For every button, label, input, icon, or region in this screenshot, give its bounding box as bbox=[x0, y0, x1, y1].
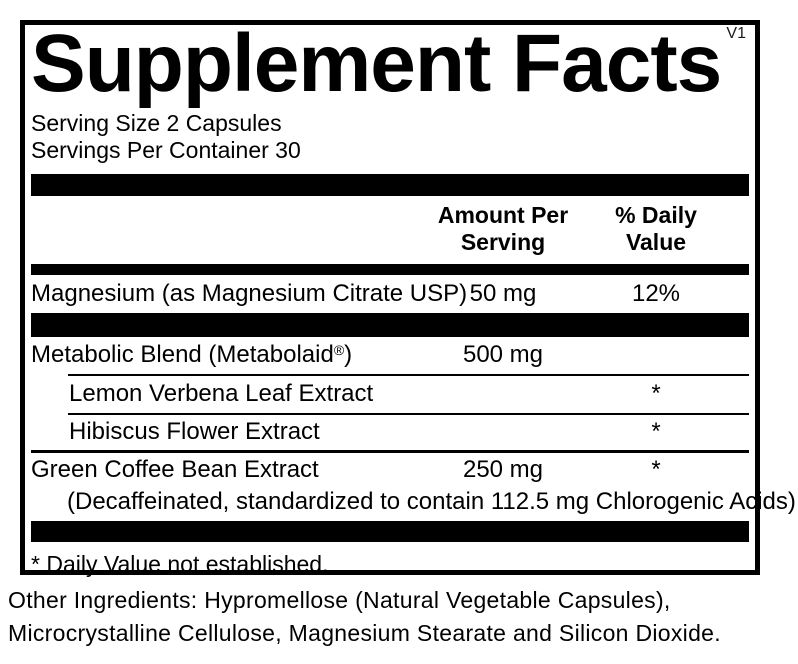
ingredient-daily-value: * bbox=[651, 380, 661, 408]
ingredient-name: Lemon Verbena Leaf Extract bbox=[69, 380, 374, 408]
separator-bar-bottom bbox=[31, 520, 749, 542]
ingredient-row-green-coffee: Green Coffee Bean Extract 250 mg * bbox=[31, 453, 749, 488]
serving-info: Serving Size 2 Capsules Servings Per Con… bbox=[31, 110, 749, 164]
divider-under-metabolic-blend bbox=[68, 373, 749, 376]
servings-per-container: Servings Per Container 30 bbox=[31, 136, 301, 163]
separator-bar-top bbox=[31, 173, 749, 196]
green-coffee-standardization-note: (Decaffeinated, standardized to contain … bbox=[67, 487, 796, 515]
ingredient-name: Green Coffee Bean Extract bbox=[31, 456, 319, 484]
ingredient-name-close: ) bbox=[344, 341, 353, 369]
separator-bar-under-header bbox=[31, 263, 749, 275]
daily-value-footnote: * Daily Value not established. bbox=[31, 550, 329, 577]
ingredient-daily-value: 12% bbox=[631, 279, 681, 307]
ingredient-amount: 500 mg bbox=[462, 341, 544, 369]
ingredient-row-metabolic-blend: Metabolic Blend (Metabolaid®) 500 mg bbox=[31, 337, 749, 374]
column-header-row: Amount Per Serving % Daily Value bbox=[31, 202, 749, 256]
ingredient-name-text: Metabolic Blend (Metabolaid bbox=[31, 341, 334, 369]
ingredient-name: Magnesium (as Magnesium Citrate USP) bbox=[31, 279, 468, 307]
header-amount-per-serving: Amount Per Serving bbox=[437, 201, 569, 255]
ingredient-daily-value: * bbox=[651, 456, 661, 484]
ingredient-name: Metabolic Blend (Metabolaid®) bbox=[31, 341, 418, 369]
header-percent-daily-value: % Daily Value bbox=[615, 201, 697, 255]
ingredient-row-hibiscus: Hibiscus Flower Extract * bbox=[31, 415, 749, 450]
ingredient-name: Hibiscus Flower Extract bbox=[69, 418, 320, 446]
supplement-facts-panel: V1 Supplement Facts Serving Size 2 Capsu… bbox=[20, 18, 796, 577]
divider-under-lemon-verbena bbox=[68, 412, 749, 415]
serving-size: Serving Size 2 Capsules bbox=[31, 109, 282, 136]
ingredient-row-lemon-verbena: Lemon Verbena Leaf Extract * bbox=[31, 376, 749, 413]
divider-above-green-coffee bbox=[31, 449, 749, 453]
ingredient-amount: 250 mg bbox=[462, 456, 544, 484]
version-label: V1 bbox=[726, 25, 746, 42]
ingredient-row-magnesium: Magnesium (as Magnesium Citrate USP) 50 … bbox=[31, 275, 749, 313]
ingredient-amount: 50 mg bbox=[469, 279, 537, 307]
ingredient-daily-value: * bbox=[651, 418, 661, 446]
panel-title: Supplement Facts bbox=[31, 18, 722, 109]
other-ingredients-text: Other Ingredients: Hypromellose (Natural… bbox=[8, 587, 721, 646]
registered-trademark-symbol: ® bbox=[333, 342, 345, 359]
separator-bar-mid bbox=[31, 312, 749, 337]
